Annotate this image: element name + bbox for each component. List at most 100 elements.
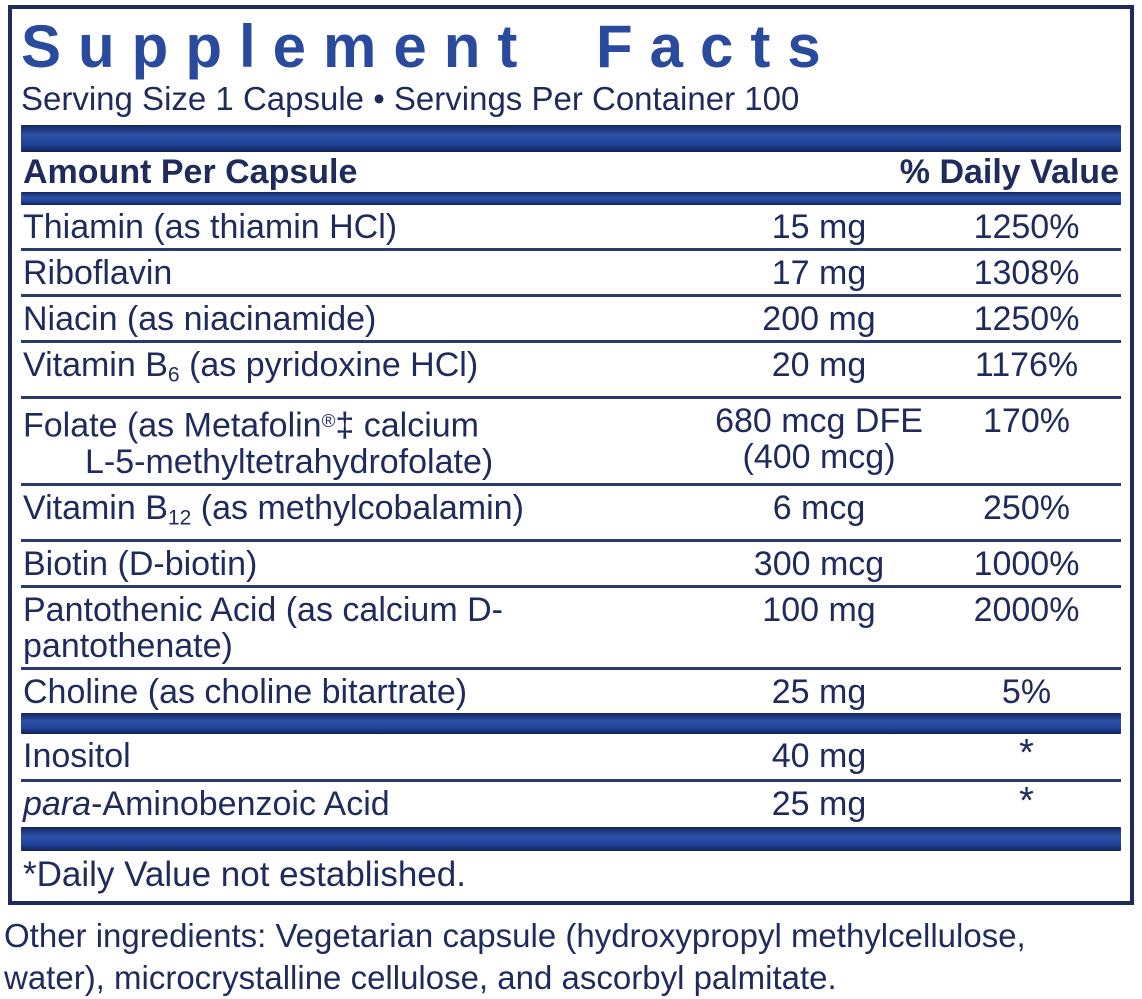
nutrient-amount-line1: 680 mcg DFE [715,402,923,441]
nutrient-amount-line1: 25 mg [771,672,867,711]
nutrient-name: Pantothenic Acid (as calcium D-pantothen… [23,592,704,664]
nutrient-amount-line1: 300 mcg [753,544,885,583]
nutrient-name: para-Aminobenzoic Acid [23,786,704,822]
nutrient-amount-line1: 6 mcg [772,488,866,527]
nutrient-name-segment: 6 [167,363,180,387]
nutrient-amount-line1: 20 mg [771,346,867,384]
nutrient-name-line1: Folate (as Metafolin®‡ calcium [23,403,704,445]
nutrient-name-line2: L-5-methyltetrahydrofolate) [23,444,704,480]
nutrient-name-segment: Folate (as Metafolin [23,406,322,445]
nutrient-daily-value: 1308% [973,254,1080,292]
table-row: Vitamin B12 (as methylcobalamin) 6 mcg 250… [21,486,1121,542]
divider-bar-middle [21,712,1121,734]
nutrient-amount-line1: 17 mg [771,254,867,292]
nutrient-name-segment: ‡ calcium [335,406,479,445]
nutrient-name-segment: para [23,784,92,823]
asterisk-mark: * [1019,731,1034,774]
nutrient-name-segment: 12 [167,505,192,529]
table-row: Thiamin (as thiamin HCl) 15 mg 1250% [21,205,1121,251]
panel-title: Supplement Facts [21,13,838,80]
nutrient-amount: 100 mg [704,592,934,628]
nutrient-daily-value: 250% [983,488,1070,527]
nutrient-amount: 680 mcg DFE (400 mcg) [704,403,934,475]
nutrient-name-segment: Vitamin B [23,488,168,527]
other-ingredients-line1: Other ingredients: Vegetarian capsule (h… [4,916,1026,954]
nutrient-name-line1: Choline (as choline bitartrate) [23,674,704,710]
nutrient-amount: 25 mg [704,674,934,710]
nutrient-amount: 15 mg [704,209,934,245]
nutrient-name-segment: Choline (as choline bitartrate) [23,672,468,711]
amount-per-capsule-header: Amount Per Capsule [23,153,358,191]
divider-bar-thick-top [21,125,1121,152]
divider-bar-thin [21,192,1121,205]
table-row: Inositol 40 mg * [21,734,1121,782]
nutrient-name-line1: Vitamin B6 (as pyridoxine HCl) [23,347,704,393]
daily-value-header: % Daily Value [899,153,1119,191]
table-row: Biotin (D-biotin) 300 mcg 1000% [21,542,1121,588]
nutrient-name-line1: Inositol [23,738,704,774]
divider-bar-bottom [21,826,1121,851]
nutrient-amount: 40 mg [704,738,934,774]
nutrient-name-line1: para-Aminobenzoic Acid [23,786,704,822]
nutrient-daily-value: 170% [983,402,1070,441]
daily-value-footnote: *Daily Value not established. [23,854,466,894]
nutrient-name-segment: L-5-methyltetrahydrofolate) [85,442,494,481]
supplement-facts-panel: Supplement Facts Serving Size 1 Capsule … [8,5,1134,905]
nutrient-name-line1: Pantothenic Acid (as calcium D-pantothen… [23,592,704,664]
nutrient-name-segment: Niacin (as niacinamide) [23,300,377,338]
nutrient-name: Vitamin B12 (as methylcobalamin) [23,490,704,536]
nutrient-table: Thiamin (as thiamin HCl) 15 mg 1250% Ribofl… [21,205,1121,713]
nutrient-name: Thiamin (as thiamin HCl) [23,209,704,245]
nutrient-amount-line1: 40 mg [771,736,867,775]
nutrient-amount: 20 mg [704,347,934,383]
other-ingredients-line2: water), microcrystalline cellulose, and … [4,958,837,996]
nutrient-name-segment: ® [321,410,336,432]
nutrient-amount-line1: 100 mg [762,590,876,629]
nutrient-amount-line2: (400 mcg) [742,438,896,477]
nutrient-name-line1: Biotin (D-biotin) [23,546,704,582]
nutrient-daily-value: * [934,782,1119,824]
nutrient-name-segment: (as methylcobalamin) [191,488,524,527]
nutrient-amount: 17 mg [704,255,934,291]
other-ingredients: Other ingredients: Vegetarian capsule (h… [4,915,1138,999]
nutrient-name: Niacin (as niacinamide) [23,301,704,337]
nutrient-daily-value: * [934,734,1119,776]
nutrient-amount: 25 mg [704,786,934,822]
nutrient-name-segment: Pantothenic Acid (as calcium D-pantothen… [23,590,503,665]
nutrient-name: Inositol [23,738,704,774]
nutrient-name-segment: Biotin (D-biotin) [23,544,258,583]
nutrient-name-segment: Riboflavin [23,254,173,292]
nutrient-name-line1: Thiamin (as thiamin HCl) [23,209,704,245]
nutrient-name: Riboflavin [23,255,704,291]
table-row: Pantothenic Acid (as calcium D-pantothen… [21,588,1121,670]
nutrient-amount: 6 mcg [704,490,934,526]
nutrient-amount-line1: 15 mg [771,208,867,246]
nutrient-name-segment: Inositol [23,736,131,775]
nutrient-amount: 200 mg [704,301,934,337]
nutrient-name: Folate (as Metafolin®‡ calcium L-5-methyl… [23,403,704,480]
table-row: Folate (as Metafolin®‡ calcium L-5-methyl… [21,399,1121,486]
nutrient-daily-value: 2000% [973,590,1080,629]
nutrient-name-segment: Vitamin B [23,346,168,384]
nutrient-amount-line1: 25 mg [771,784,867,823]
table-header-row: Amount Per Capsule % Daily Value [21,152,1121,192]
nutrient-daily-value: 1250% [973,300,1080,338]
nutrient-daily-value: 1000% [973,544,1080,583]
asterisk-mark: * [1019,779,1034,822]
nutrient-daily-value: 1250% [973,208,1080,246]
nutrient-daily-value: 1176% [974,346,1079,384]
nutrient-name-segment: -Aminobenzoic Acid [91,784,390,823]
nutrient-name-line1: Niacin (as niacinamide) [23,301,704,337]
nutrient-name: Choline (as choline bitartrate) [23,674,704,710]
nutrient-amount-line1: 200 mg [762,300,876,338]
nutrient-name: Biotin (D-biotin) [23,546,704,582]
nutrient-name: Vitamin B6 (as pyridoxine HCl) [23,347,704,393]
table-row: Niacin (as niacinamide) 200 mg 1250% [21,297,1121,343]
nutrient-name-line1: Vitamin B12 (as methylcobalamin) [23,490,704,536]
nutrient-amount: 300 mcg [704,546,934,582]
table-row: Riboflavin 17 mg 1308% [21,251,1121,297]
table-row: Vitamin B6 (as pyridoxine HCl) 20 mg 1176% [21,343,1121,400]
nutrient-name-segment: (as pyridoxine HCl) [179,346,479,384]
nutrient-table-secondary: Inositol 40 mg * para-Aminobenzoic Acid 25 m… [21,734,1121,827]
table-row: para-Aminobenzoic Acid 25 mg * [21,782,1121,827]
